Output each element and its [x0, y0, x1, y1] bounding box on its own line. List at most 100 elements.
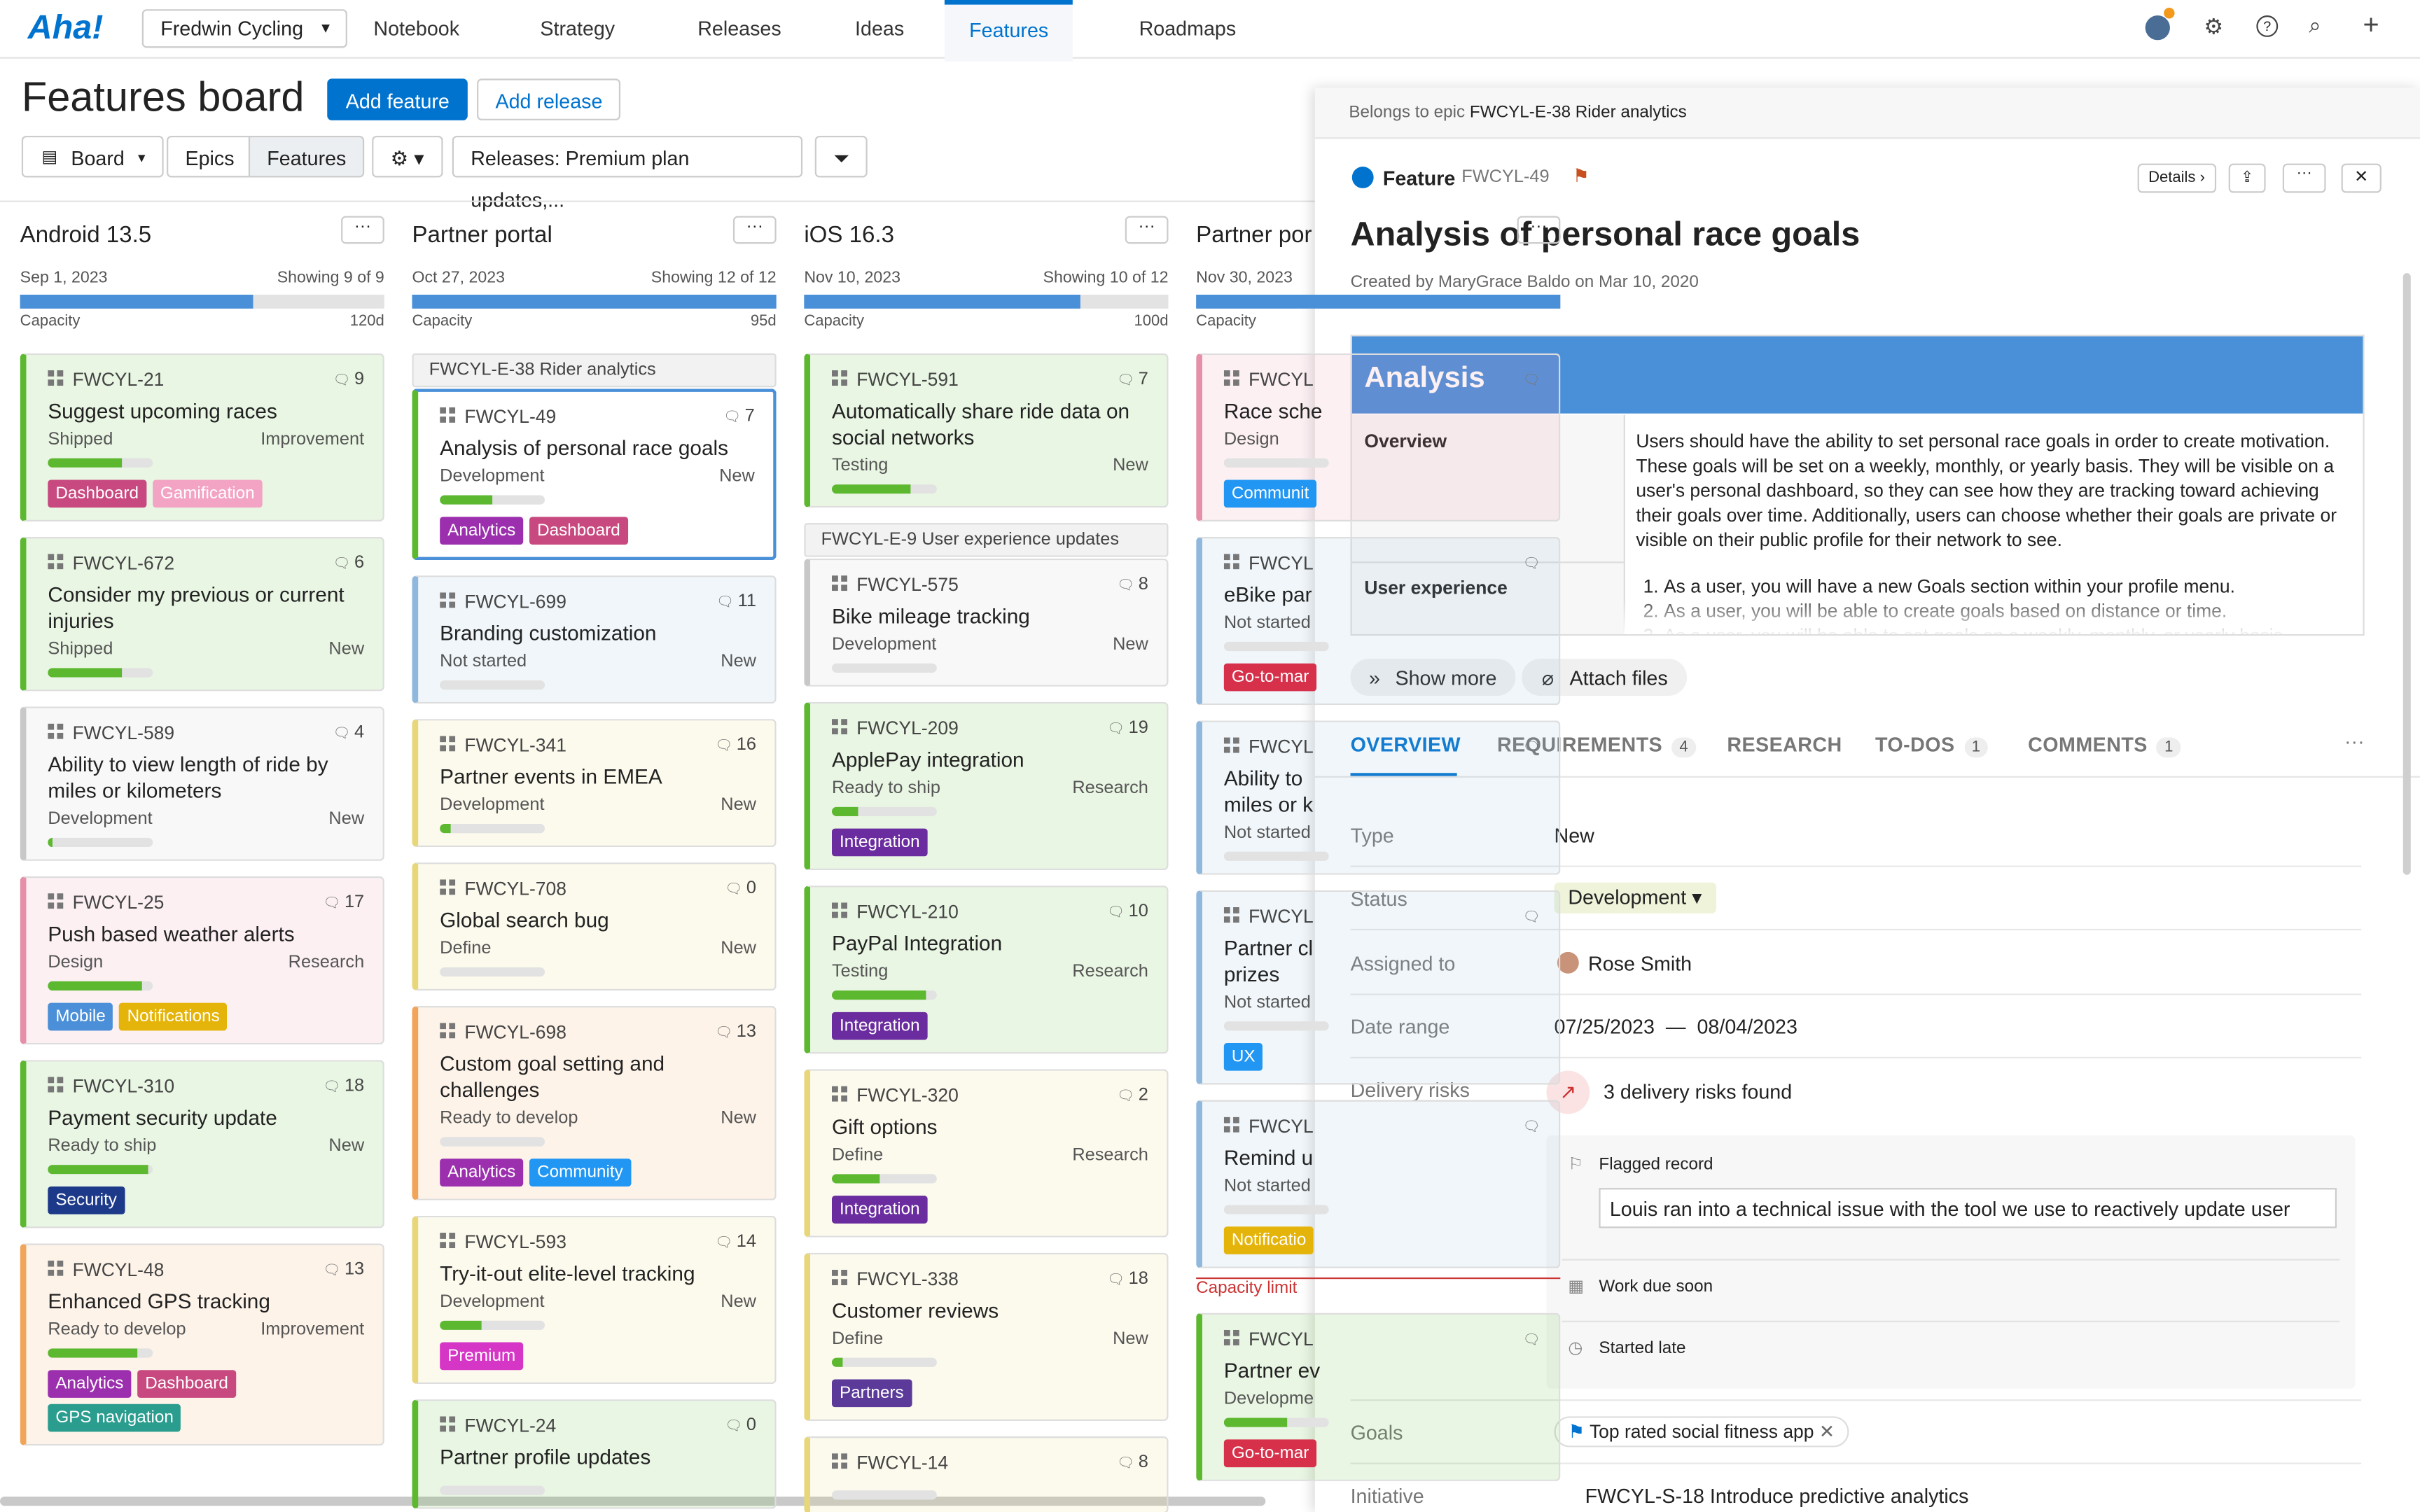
nav-item[interactable]: Notebook: [349, 0, 484, 57]
tab[interactable]: RESEARCH: [1727, 733, 1842, 756]
feature-card[interactable]: FWCYL 🗨 Partner ev Developme Go-to-mar: [1196, 1312, 1561, 1481]
status-pill[interactable]: Development ▾: [1554, 882, 1716, 913]
field-value[interactable]: 3 delivery risks found: [1604, 1079, 1793, 1103]
nav-item[interactable]: Strategy: [515, 0, 639, 57]
show-more-button[interactable]: » Show more: [1350, 659, 1515, 696]
tag[interactable]: Dashboard: [529, 517, 628, 545]
feature-card[interactable]: FWCYL-210 🗨 10 PayPal Integration Testing Re…: [804, 886, 1169, 1054]
tab[interactable]: REQUIREMENTS 4: [1497, 733, 1697, 758]
feature-card[interactable]: FWCYL-48 🗨 13 Enhanced GPS tracking Ready t…: [20, 1243, 384, 1446]
feature-card[interactable]: FWCYL 🗨 Remind u Not started Notificatio: [1196, 1100, 1561, 1268]
filter-button[interactable]: ⏷: [814, 135, 868, 178]
tag[interactable]: UX: [1223, 1042, 1263, 1071]
nav-item[interactable]: Releases: [673, 0, 806, 57]
feature-card[interactable]: FWCYL-24 🗨 0 Partner profile updates: [412, 1399, 777, 1509]
feature-card[interactable]: FWCYL-338 🗨 18 Customer reviews Define New Pa…: [804, 1252, 1169, 1421]
epic-link[interactable]: FWCYL-E-38 Rider analytics: [1469, 103, 1687, 122]
epic-label[interactable]: FWCYL-E-9 User experience updates: [804, 523, 1169, 557]
field-value[interactable]: New: [1554, 823, 1594, 848]
feature-card[interactable]: FWCYL-593 🗨 14 Try-it-out elite-level trac…: [412, 1215, 777, 1385]
release-filter[interactable]: Releases: Premium plan updates,...: [452, 135, 803, 211]
feature-card[interactable]: FWCYL-21 🗨 9 Suggest upcoming races Shipped…: [20, 353, 384, 522]
search-icon[interactable]: ⌕: [2309, 12, 2321, 37]
feature-card[interactable]: FWCYL-209 🗨 19 ApplePay integration Ready t…: [804, 701, 1169, 871]
feature-card[interactable]: FWCYL 🗨 Ability to miles or k Not started: [1196, 720, 1561, 875]
close-button[interactable]: ✕: [2341, 163, 2381, 193]
tag[interactable]: Mobile: [48, 1002, 113, 1031]
feature-card[interactable]: FWCYL-310 🗨 18 Payment security update Read…: [20, 1060, 384, 1228]
flag-note[interactable]: Louis ran into a technical issue with th…: [1599, 1188, 2337, 1228]
feature-card[interactable]: FWCYL-708 🗨 0 Global search bug Define New: [412, 862, 777, 991]
nav-label: Features: [969, 18, 1049, 42]
tag[interactable]: GPS navigation: [48, 1404, 181, 1432]
settings-dropdown[interactable]: ⚙ ▾: [372, 135, 443, 178]
add-release-button[interactable]: Add release: [477, 78, 621, 120]
column-menu[interactable]: ···: [732, 216, 777, 244]
tag[interactable]: Partners: [831, 1379, 912, 1408]
flag-icon[interactable]: ⚑: [1572, 164, 1590, 187]
tag[interactable]: Analytics: [48, 1370, 132, 1398]
share-button[interactable]: ⇪: [2228, 163, 2266, 193]
field-value[interactable]: Rose Smith: [1587, 951, 1692, 975]
column-menu[interactable]: ···: [1517, 216, 1561, 244]
tab-more[interactable]: ···: [2344, 729, 2365, 753]
tag[interactable]: Analytics: [440, 1158, 524, 1186]
tag[interactable]: Gamification: [152, 479, 263, 508]
feature-card[interactable]: FWCYL-49 🗨 7 Analysis of personal race goa…: [412, 388, 777, 561]
tag[interactable]: Analytics: [440, 517, 524, 545]
workspace-select[interactable]: Fredwin Cycling ▼: [141, 9, 348, 48]
tag[interactable]: Dashboard: [137, 1370, 236, 1398]
tag[interactable]: Communit: [1223, 479, 1317, 508]
field-value[interactable]: FWCYL-S-18 Introduce predictive analytic…: [1585, 1484, 1969, 1508]
nav-item[interactable]: Ideas: [830, 0, 929, 57]
tag[interactable]: Notifications: [119, 1002, 228, 1031]
avatar[interactable]: [2145, 15, 2170, 41]
feature-card[interactable]: FWCYL-575 🗨 8 Bike mileage tracking Develop…: [804, 558, 1169, 687]
feature-card[interactable]: FWCYL-698 🗨 13 Custom goal setting and cha…: [412, 1006, 777, 1200]
help-icon[interactable]: ?: [2256, 15, 2279, 37]
epic-label[interactable]: FWCYL-E-38 Rider analytics: [412, 353, 777, 388]
column-menu[interactable]: ···: [341, 216, 384, 244]
feature-card[interactable]: FWCYL-591 🗨 7 Automatically share ride dat…: [804, 353, 1169, 508]
tag[interactable]: Go-to-mar: [1223, 1439, 1317, 1468]
tag[interactable]: Integration: [831, 1196, 928, 1224]
column-menu[interactable]: ···: [1125, 216, 1169, 244]
feature-card[interactable]: FWCYL-672 🗨 6 Consider my previous or curr…: [20, 537, 384, 692]
more-button[interactable]: ···: [2282, 163, 2326, 193]
logo[interactable]: Aha!: [27, 8, 104, 47]
attach-files-button[interactable]: ⌀ Attach files: [1522, 659, 1687, 696]
feature-card[interactable]: FWCYL 🗨 eBike par Not started Go-to-mar: [1196, 537, 1561, 706]
epics-toggle[interactable]: Epics: [167, 135, 253, 178]
feature-card[interactable]: FWCYL-320 🗨 2 Gift options Define Research In…: [804, 1069, 1169, 1238]
settings-icon[interactable]: ⚙: [2204, 13, 2224, 39]
remove-goal[interactable]: ✕: [1819, 1420, 1835, 1443]
tag[interactable]: Notificatio: [1223, 1226, 1314, 1254]
feature-card[interactable]: FWCYL-589 🗨 4 Ability to view length of ri…: [20, 706, 384, 861]
progress-bar: [440, 823, 451, 834]
tag[interactable]: Integration: [831, 828, 928, 857]
tab[interactable]: COMMENTS 1: [2028, 733, 2181, 758]
tag[interactable]: Integration: [831, 1011, 928, 1040]
nav-item[interactable]: Features: [944, 0, 1073, 62]
feature-card[interactable]: FWCYL 🗨 Partner cl prizes Not started UX: [1196, 890, 1561, 1085]
tab[interactable]: TO-DOS 1: [1875, 733, 1989, 758]
feature-card[interactable]: FWCYL-14 🗨 8: [804, 1436, 1169, 1512]
view-select[interactable]: Board ▤ ▼: [21, 135, 163, 178]
tab[interactable]: OVERVIEW: [1351, 733, 1461, 756]
tag[interactable]: Premium: [440, 1342, 524, 1371]
details-button[interactable]: Details ›: [2137, 163, 2216, 193]
tag[interactable]: Go-to-mar: [1223, 663, 1317, 692]
tag[interactable]: Dashboard: [48, 479, 147, 508]
tag[interactable]: Community: [529, 1158, 631, 1186]
nav-item[interactable]: Roadmaps: [1114, 0, 1260, 57]
add-icon[interactable]: +: [2363, 9, 2379, 41]
add-feature-button[interactable]: Add feature: [327, 78, 468, 120]
feature-card[interactable]: FWCYL 🗨 Race sche Design Communit: [1196, 353, 1561, 522]
date-range[interactable]: 07/25/2023 — 08/04/2023: [1555, 1015, 1797, 1038]
feature-card[interactable]: FWCYL-699 🗨 11 Branding customization Not s…: [412, 575, 777, 704]
feature-card[interactable]: FWCYL-341 🗨 16 Partner events in EMEA Devel…: [412, 719, 777, 848]
goal-chip[interactable]: ⚑ Top rated social fitness app ✕: [1554, 1416, 1849, 1448]
tag[interactable]: Security: [48, 1186, 125, 1214]
feature-card[interactable]: FWCYL-25 🗨 17 Push based weather alerts Des…: [20, 876, 384, 1045]
features-toggle[interactable]: Features: [248, 135, 365, 178]
